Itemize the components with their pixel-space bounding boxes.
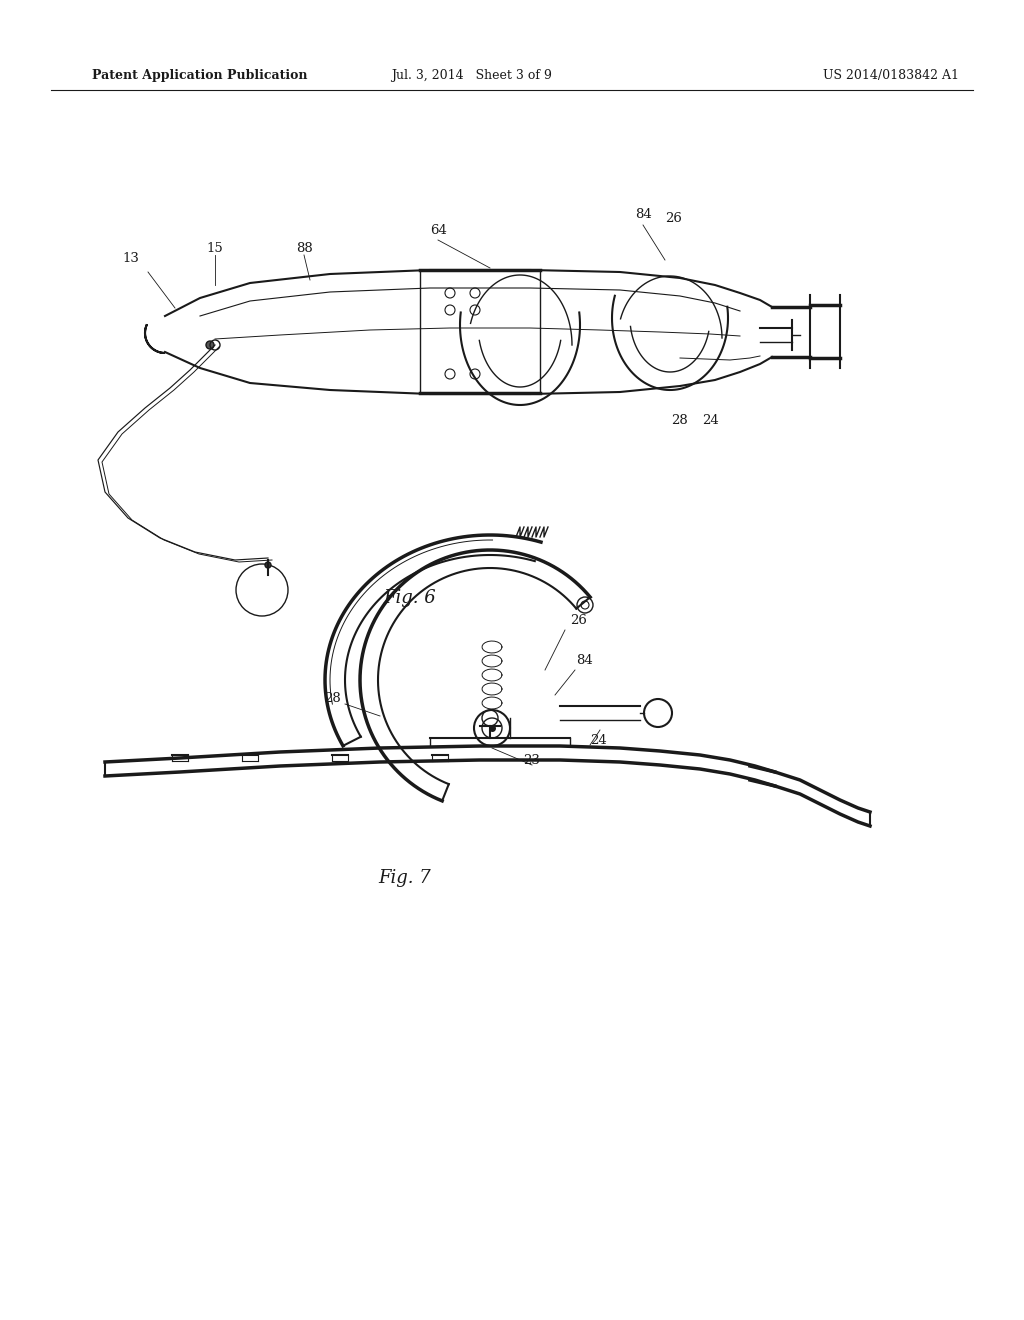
Circle shape	[265, 562, 271, 568]
Text: 64: 64	[430, 223, 446, 236]
Text: 28: 28	[325, 692, 341, 705]
Text: 84: 84	[635, 209, 651, 222]
Text: 84: 84	[577, 653, 593, 667]
Text: 24: 24	[590, 734, 606, 747]
Text: Jul. 3, 2014   Sheet 3 of 9: Jul. 3, 2014 Sheet 3 of 9	[390, 69, 552, 82]
Text: 23: 23	[523, 754, 540, 767]
Text: US 2014/0183842 A1: US 2014/0183842 A1	[823, 69, 958, 82]
Text: Fig. 6: Fig. 6	[383, 589, 436, 607]
Text: 26: 26	[570, 614, 587, 627]
Text: 28: 28	[672, 413, 688, 426]
Text: 88: 88	[296, 242, 312, 255]
Text: 13: 13	[123, 252, 139, 264]
Text: 24: 24	[702, 413, 719, 426]
Text: 15: 15	[207, 242, 223, 255]
Text: 26: 26	[666, 211, 682, 224]
Circle shape	[206, 341, 214, 348]
Text: Patent Application Publication: Patent Application Publication	[92, 69, 307, 82]
Text: Fig. 7: Fig. 7	[378, 869, 431, 887]
